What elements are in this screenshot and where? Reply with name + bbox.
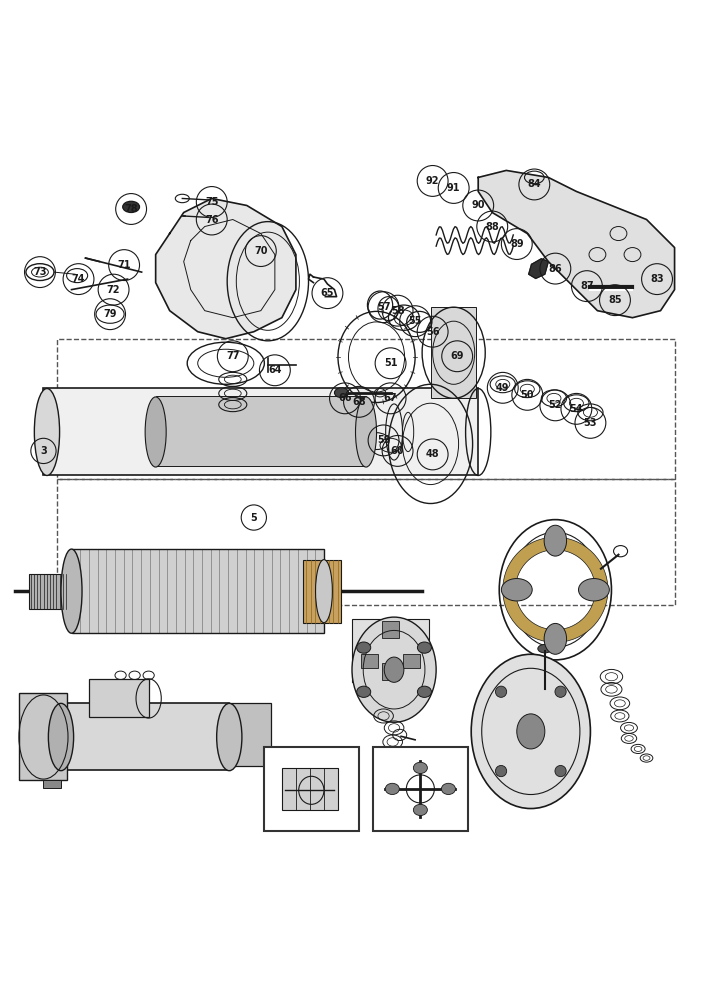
Ellipse shape xyxy=(122,201,139,212)
Text: 71: 71 xyxy=(118,260,131,270)
Ellipse shape xyxy=(217,703,242,771)
Ellipse shape xyxy=(61,549,82,633)
Text: 90: 90 xyxy=(472,200,485,210)
Text: 66: 66 xyxy=(338,393,352,403)
Ellipse shape xyxy=(417,686,432,697)
Ellipse shape xyxy=(413,762,427,773)
Ellipse shape xyxy=(385,783,399,795)
Text: 49: 49 xyxy=(496,383,510,393)
Ellipse shape xyxy=(417,642,432,653)
Text: 55: 55 xyxy=(408,316,422,326)
Bar xyxy=(72,549,324,633)
Text: 50: 50 xyxy=(520,390,534,400)
Text: 54: 54 xyxy=(570,404,583,414)
Bar xyxy=(230,703,271,766)
Bar xyxy=(361,654,378,668)
Bar xyxy=(30,574,68,609)
Text: 52: 52 xyxy=(548,400,562,410)
Text: 74: 74 xyxy=(72,274,85,284)
Ellipse shape xyxy=(34,389,60,475)
Text: 48: 48 xyxy=(426,449,439,459)
Wedge shape xyxy=(503,537,608,642)
Text: 87: 87 xyxy=(580,281,593,291)
Text: 83: 83 xyxy=(650,274,664,284)
Text: 89: 89 xyxy=(510,239,524,249)
Bar xyxy=(156,396,366,466)
Ellipse shape xyxy=(356,397,377,467)
Ellipse shape xyxy=(315,560,332,623)
Text: 56: 56 xyxy=(426,327,439,337)
Text: 91: 91 xyxy=(447,183,460,193)
Ellipse shape xyxy=(538,644,552,653)
Text: 75: 75 xyxy=(205,197,218,207)
Bar xyxy=(19,693,67,780)
Ellipse shape xyxy=(357,686,371,697)
Text: 92: 92 xyxy=(426,176,439,186)
Ellipse shape xyxy=(544,525,567,556)
Bar xyxy=(264,747,359,831)
Text: 51: 51 xyxy=(384,358,397,368)
Text: 60: 60 xyxy=(391,446,404,456)
Text: 79: 79 xyxy=(103,309,117,319)
Ellipse shape xyxy=(384,657,404,682)
Text: 3: 3 xyxy=(40,446,47,456)
Ellipse shape xyxy=(441,783,455,795)
Polygon shape xyxy=(478,170,674,318)
Ellipse shape xyxy=(555,765,566,777)
Ellipse shape xyxy=(501,579,532,601)
Text: 85: 85 xyxy=(608,295,622,305)
Ellipse shape xyxy=(544,623,567,654)
Ellipse shape xyxy=(555,686,566,697)
Text: 68: 68 xyxy=(352,397,366,407)
Text: 65: 65 xyxy=(321,288,334,298)
Text: 57: 57 xyxy=(377,302,390,312)
Ellipse shape xyxy=(357,642,371,653)
Text: 64: 64 xyxy=(268,365,282,375)
Ellipse shape xyxy=(49,703,74,771)
Ellipse shape xyxy=(517,714,545,749)
Ellipse shape xyxy=(377,637,405,665)
Polygon shape xyxy=(529,259,548,278)
Text: 86: 86 xyxy=(548,264,562,274)
Text: 58: 58 xyxy=(391,306,404,316)
Ellipse shape xyxy=(145,397,166,467)
Bar xyxy=(303,560,341,623)
Ellipse shape xyxy=(334,388,348,398)
Bar xyxy=(382,621,399,638)
Bar xyxy=(44,388,478,475)
Text: 69: 69 xyxy=(451,351,464,361)
Bar xyxy=(282,768,338,810)
Ellipse shape xyxy=(579,579,610,601)
Text: 53: 53 xyxy=(584,418,597,428)
Text: 77: 77 xyxy=(226,351,239,361)
Bar xyxy=(58,479,674,605)
Ellipse shape xyxy=(496,765,507,777)
Text: 72: 72 xyxy=(107,285,120,295)
Bar xyxy=(382,663,399,680)
Bar xyxy=(58,339,674,479)
Text: 76: 76 xyxy=(205,215,218,225)
Polygon shape xyxy=(156,198,296,339)
Text: 78: 78 xyxy=(125,204,138,214)
Text: 5: 5 xyxy=(251,513,257,523)
Bar xyxy=(89,679,149,717)
Text: 59: 59 xyxy=(377,435,390,445)
Text: 70: 70 xyxy=(254,246,268,256)
Ellipse shape xyxy=(496,686,507,697)
Bar xyxy=(373,747,467,831)
Text: 88: 88 xyxy=(485,222,499,232)
Bar xyxy=(403,654,420,668)
Ellipse shape xyxy=(471,654,591,809)
Bar xyxy=(44,780,61,788)
Bar xyxy=(431,307,476,398)
Text: 67: 67 xyxy=(384,393,397,403)
Ellipse shape xyxy=(352,617,436,722)
Text: 73: 73 xyxy=(33,267,46,277)
Text: 84: 84 xyxy=(527,179,541,189)
Ellipse shape xyxy=(413,804,427,816)
Bar xyxy=(352,619,429,682)
Bar xyxy=(61,703,230,770)
